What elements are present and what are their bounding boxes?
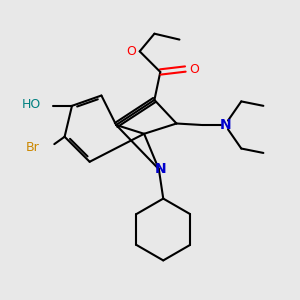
Text: HO: HO — [22, 98, 41, 111]
Text: N: N — [219, 118, 231, 132]
Text: N: N — [154, 162, 166, 176]
Text: Br: Br — [26, 141, 40, 154]
Text: O: O — [189, 62, 199, 76]
Text: O: O — [126, 45, 136, 58]
